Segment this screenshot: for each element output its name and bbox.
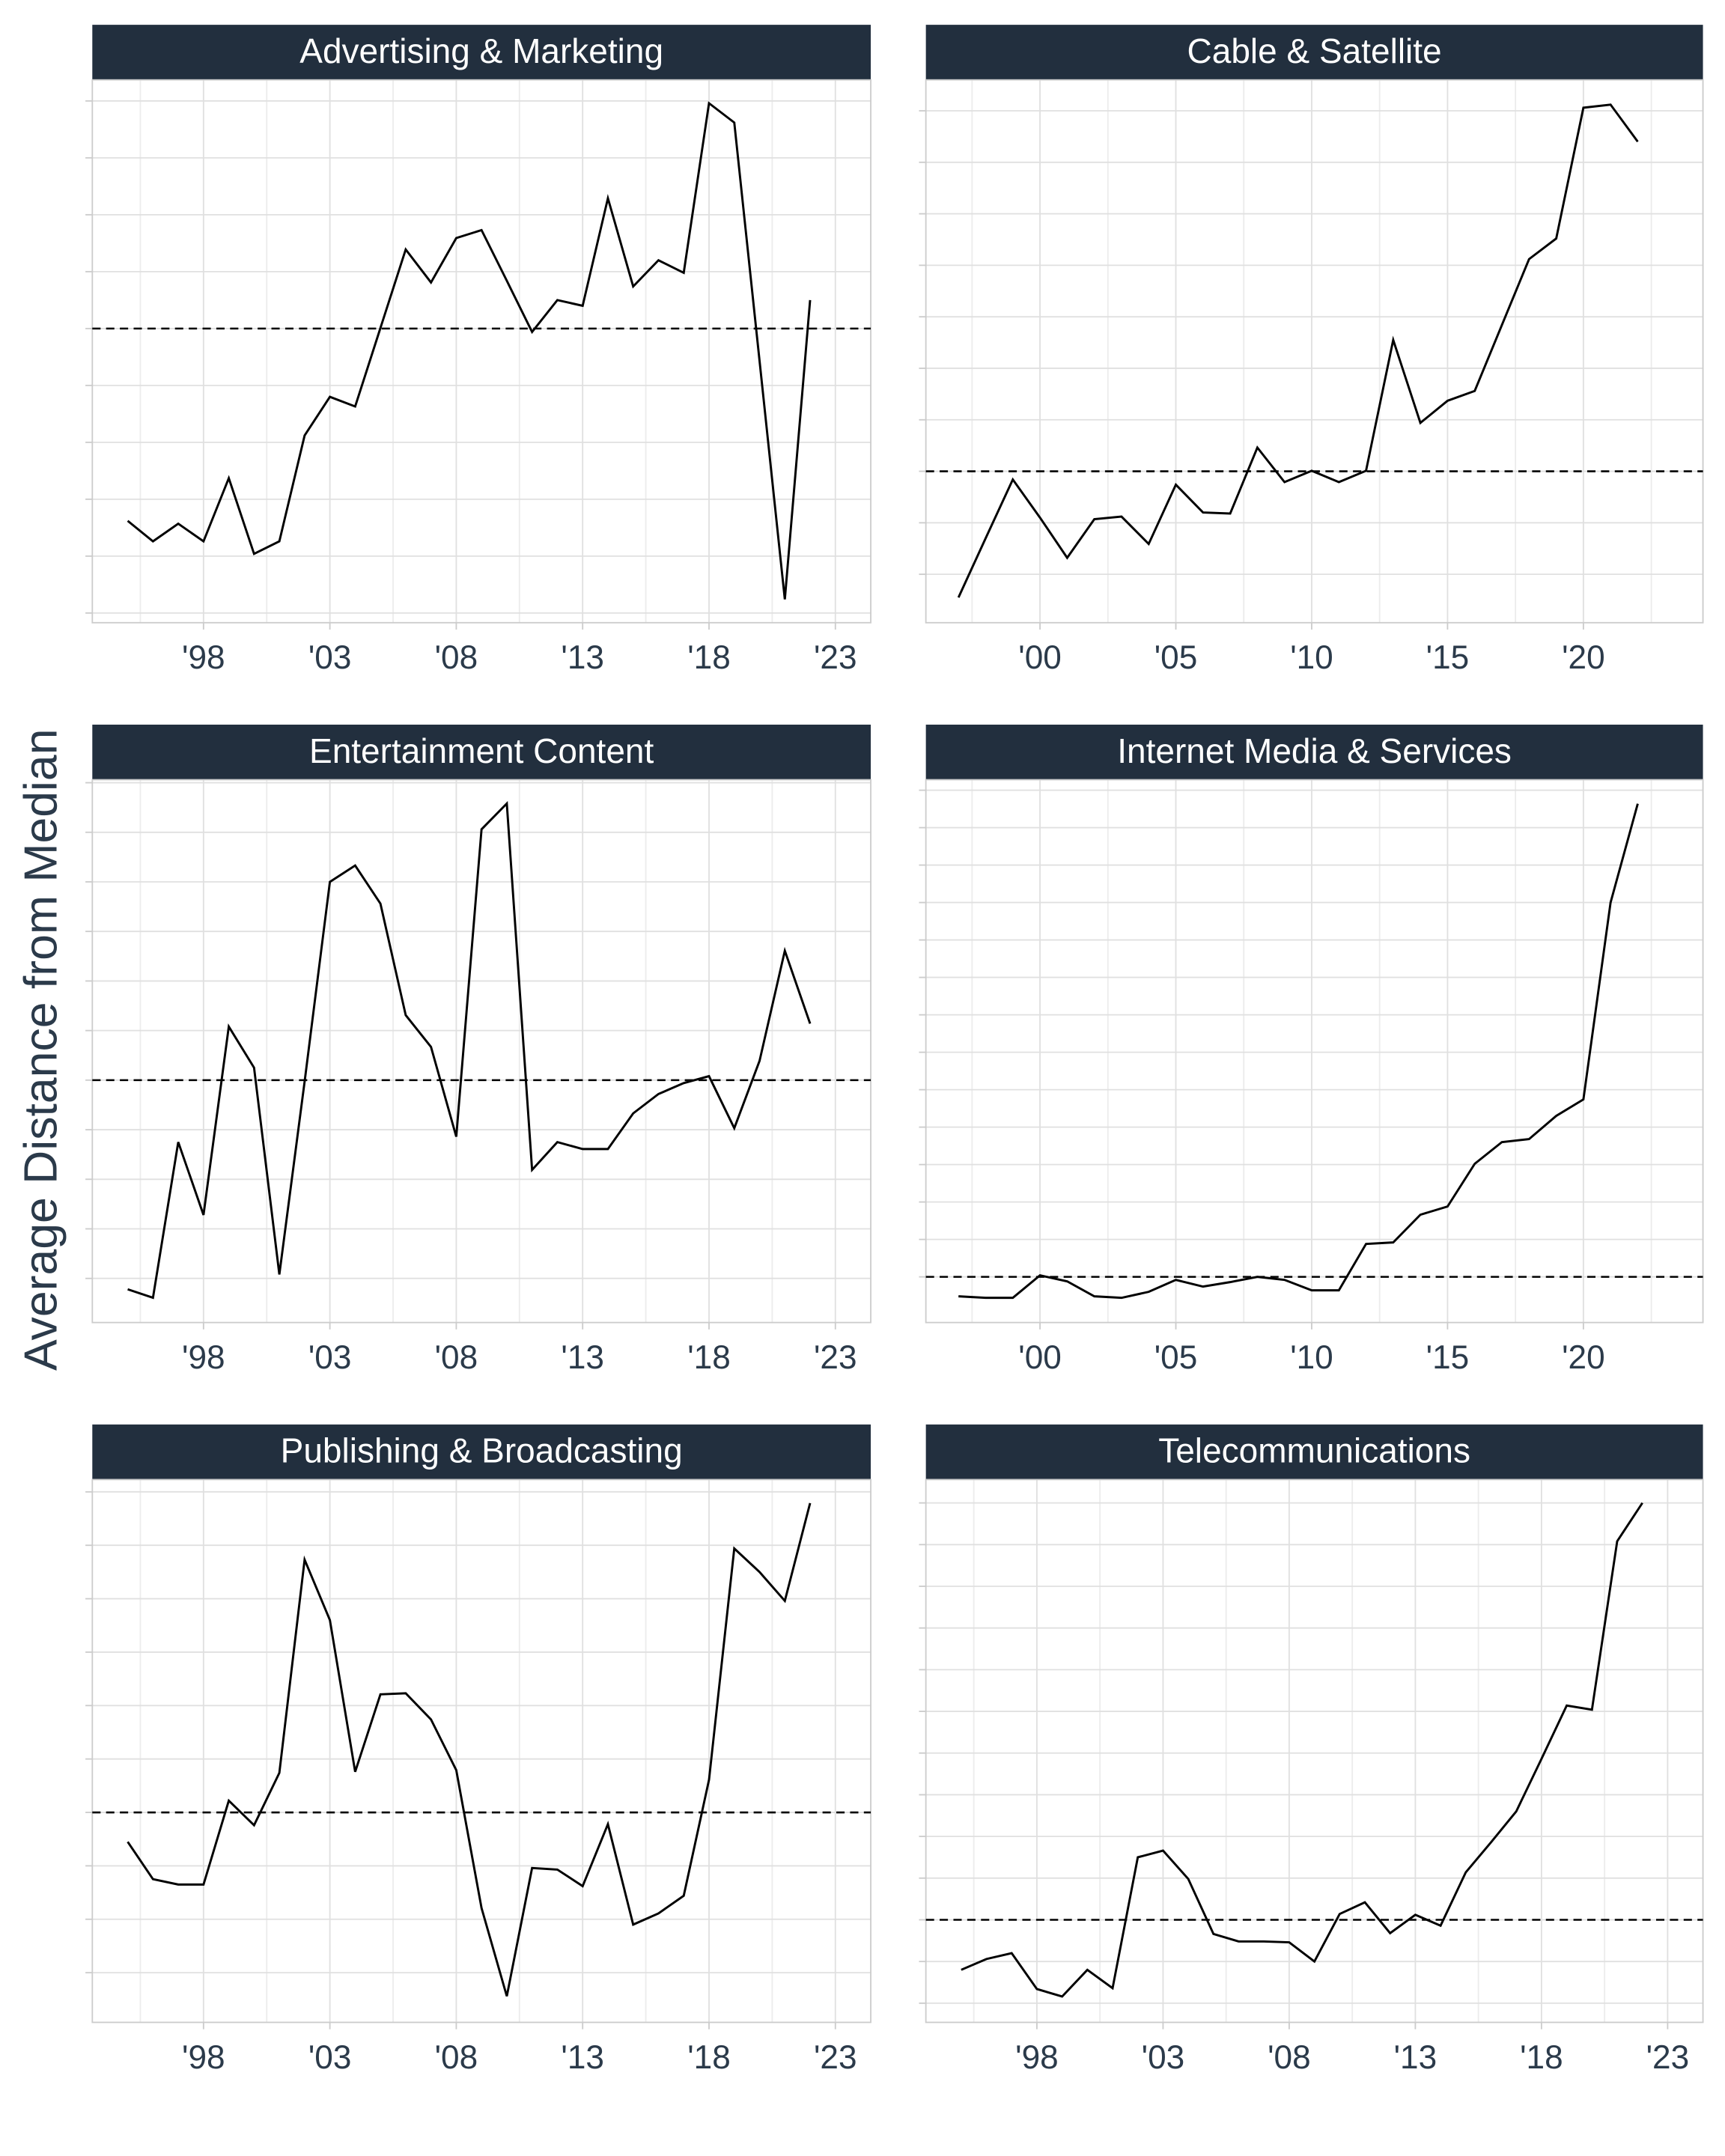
x-tick-label: '00 — [1018, 1339, 1062, 1376]
x-tick-label: '13 — [561, 1339, 604, 1376]
data-line — [127, 101, 812, 600]
x-tick-label: '98 — [182, 639, 225, 676]
x-tick-label: '03 — [308, 2039, 352, 2076]
x-tick-label: '10 — [1290, 639, 1333, 676]
data-line — [127, 800, 812, 1300]
x-tick-label: '98 — [182, 1339, 225, 1376]
strip — [92, 724, 871, 780]
strip — [925, 1424, 1703, 1480]
x-tick-label: '10 — [1290, 1339, 1333, 1376]
x-tick-label: '08 — [1268, 2039, 1311, 2076]
x-tick-label: '18 — [687, 2039, 731, 2076]
x-tick-label: '03 — [1142, 2039, 1185, 2076]
data-line — [957, 103, 1639, 598]
x-tick-label: '03 — [308, 639, 352, 676]
x-tick-label: '00 — [1018, 639, 1062, 676]
x-tick-label: '05 — [1154, 1339, 1198, 1376]
x-tick-label: '20 — [1562, 639, 1605, 676]
x-tick-label: '08 — [435, 2039, 478, 2076]
x-tick-label: '98 — [1015, 2039, 1059, 2076]
x-tick-label: '15 — [1426, 1339, 1470, 1376]
data-line — [127, 1502, 812, 1997]
x-tick-label: '23 — [814, 639, 857, 676]
y-axis-label: Average Distance from Median — [14, 729, 67, 1371]
x-tick-label: '23 — [814, 1339, 857, 1376]
panel-title: Advertising & Marketing — [299, 31, 663, 70]
strip — [925, 724, 1703, 780]
panel-border — [925, 779, 1704, 1324]
panel-border — [91, 779, 871, 1324]
panel-border — [925, 79, 1704, 624]
x-tick-label: '98 — [182, 2039, 225, 2076]
x-tick-label: '13 — [1394, 2039, 1438, 2076]
x-tick-label: '18 — [1520, 2039, 1563, 2076]
x-tick-label: '05 — [1154, 639, 1198, 676]
panel-title: Entertainment Content — [309, 731, 654, 770]
data-line — [961, 1502, 1643, 1998]
x-tick-label: '08 — [435, 1339, 478, 1376]
data-line — [958, 803, 1639, 1300]
panel-title: Telecommunications — [1158, 1431, 1470, 1470]
panel-title: Internet Media & Services — [1117, 731, 1512, 770]
x-tick-label: '13 — [561, 2039, 604, 2076]
x-tick-label: '18 — [687, 639, 731, 676]
x-tick-label: '13 — [561, 639, 604, 676]
x-tick-label: '18 — [687, 1339, 731, 1376]
panel-border — [91, 79, 871, 624]
strip — [92, 25, 871, 80]
x-tick-label: '15 — [1426, 639, 1470, 676]
x-tick-label: '03 — [308, 1339, 352, 1376]
x-tick-label: '08 — [435, 639, 478, 676]
x-tick-label: '20 — [1562, 1339, 1605, 1376]
strip — [92, 1424, 871, 1480]
x-tick-label: '23 — [814, 2039, 857, 2076]
panel-border — [91, 1479, 871, 2023]
strip — [925, 25, 1703, 80]
panel-title: Publishing & Broadcasting — [281, 1431, 683, 1470]
panel-border — [925, 1479, 1704, 2023]
x-tick-label: '23 — [1646, 2039, 1690, 2076]
panel-title: Cable & Satellite — [1187, 31, 1442, 70]
